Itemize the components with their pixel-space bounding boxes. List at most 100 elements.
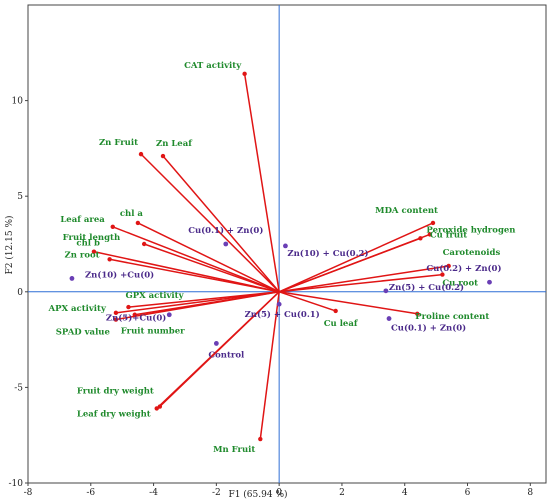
variable-label: Zn Leaf xyxy=(156,139,193,149)
variable-label: Cu leaf xyxy=(324,319,359,329)
variable-vector-tip xyxy=(141,241,147,247)
variable-label: CAT activity xyxy=(184,61,242,71)
variable-vector-tip xyxy=(110,224,115,229)
variable-label: Zn root xyxy=(65,250,100,260)
observation-label: Cu(0.1) + Zn(0) xyxy=(188,225,263,236)
variable-vector-tip xyxy=(91,249,97,254)
variable-vector xyxy=(137,222,280,293)
y-tick-label: -10 xyxy=(9,479,24,489)
variable-vector xyxy=(279,291,418,315)
observation-point xyxy=(276,301,282,307)
observation-point xyxy=(213,341,219,346)
variable-vector-tip xyxy=(154,406,159,411)
variable-vector-tip xyxy=(113,310,119,316)
variable-vector xyxy=(259,291,280,440)
tick-labels: -8 -6 -4 -2 0 2 4 6 8 -10 -5 0 5 10 xyxy=(9,97,534,498)
variable-label: Cu fruit xyxy=(430,230,467,240)
variable-label: Carotenoids xyxy=(443,248,501,258)
variable-vector-tip xyxy=(138,151,144,157)
variable-vector xyxy=(279,273,443,293)
observation-label: Zn(5)+Cu(0) xyxy=(106,313,166,324)
observation-label: Zn(10) + Cu(0.2) xyxy=(287,248,368,259)
variable-vector-tip xyxy=(242,71,247,77)
observation-point xyxy=(166,312,172,318)
variable-vector xyxy=(243,73,280,292)
variable-vector-tip xyxy=(333,308,338,314)
variable-vector-tip xyxy=(430,220,436,226)
variable-label: Leaf area xyxy=(60,215,105,225)
variable-vectors: CAT activity Zn Fruit Zn Leaf Leaf area chl … xyxy=(47,61,515,455)
variable-vector-tip xyxy=(427,232,433,237)
observation-label: Zn(5) + Cu(0.1) xyxy=(245,309,320,320)
observation-point xyxy=(69,276,75,281)
observation-label: Control xyxy=(208,350,245,360)
observation-points: Cu(0.1) + Zn(0) Zn(10) + Cu(0.2) Zn(10) +C… xyxy=(69,225,501,360)
variable-label: Fruit length xyxy=(63,233,121,243)
x-tick-label: 6 xyxy=(465,488,471,498)
x-tick-label: -8 xyxy=(24,488,33,498)
x-tick-label: 2 xyxy=(339,488,345,498)
variable-label: Proline content xyxy=(415,312,489,322)
x-tick-label: 4 xyxy=(402,488,408,498)
observation-point xyxy=(383,288,389,294)
observation-point xyxy=(487,279,492,285)
y-tick-label: 0 xyxy=(17,288,23,298)
variable-label: Peroxide hydrogen xyxy=(426,225,515,235)
variable-vector-tip xyxy=(258,436,263,442)
zero-axes xyxy=(28,5,546,483)
x-axis-title: F1 (65.94 %) xyxy=(228,489,287,500)
variable-vector xyxy=(93,250,280,293)
variable-label: MDA content xyxy=(375,206,438,216)
variable-vector xyxy=(109,258,280,293)
variable-vector xyxy=(115,291,280,314)
variable-label: chl b xyxy=(76,239,100,249)
variable-vector xyxy=(162,155,280,293)
variable-label: APX activity xyxy=(47,304,106,314)
variable-vector xyxy=(112,226,280,293)
variable-vector-tip xyxy=(418,236,423,241)
variable-vector-tip xyxy=(135,220,141,226)
observation-point xyxy=(283,243,288,249)
x-tick-label: -4 xyxy=(149,488,158,498)
variable-vector xyxy=(134,291,280,316)
variable-label: SPAD value xyxy=(56,328,111,338)
variable-vector xyxy=(140,153,280,293)
variable-vector xyxy=(278,291,336,312)
variable-label: Fruit dry weight xyxy=(77,387,154,397)
observation-point xyxy=(386,316,392,321)
x-tick-label: -2 xyxy=(212,488,221,498)
variable-label: Leaf dry weight xyxy=(77,409,151,419)
variable-vector-tip xyxy=(126,304,131,310)
variable-vector-tip xyxy=(446,263,451,269)
variable-label: Fruit number xyxy=(121,327,185,337)
plot-frame xyxy=(27,4,547,484)
x-tick-label: 0 xyxy=(276,488,282,498)
x-tick-label: -6 xyxy=(86,488,95,498)
observation-label: Cu(0.1) + Zn(0) xyxy=(391,323,466,334)
y-tick-label: -5 xyxy=(14,383,23,393)
variable-label: Cu root xyxy=(442,279,478,289)
variable-vector xyxy=(278,237,421,293)
variable-label: chl a xyxy=(120,209,144,219)
observation-label: Cu(0.2) + Zn(0) xyxy=(426,263,501,274)
variable-label: Mn Fruit xyxy=(213,445,255,455)
variable-vector-tip xyxy=(132,312,137,317)
x-tick-label: 8 xyxy=(527,488,533,498)
y-tick-label: 10 xyxy=(12,97,24,107)
y-tick-label: 5 xyxy=(17,192,23,202)
variable-vector-tip xyxy=(440,272,445,277)
variable-vector-tip xyxy=(415,311,420,316)
variable-vector-tip xyxy=(113,317,119,322)
variable-vector xyxy=(279,265,449,293)
variable-vector xyxy=(143,243,280,293)
variable-vector-tip xyxy=(107,257,112,262)
observation-label: Zn(10) +Cu(0) xyxy=(85,269,154,280)
variable-label: Zn Fruit xyxy=(99,138,138,148)
variable-vector-tip xyxy=(160,153,166,159)
variable-vector xyxy=(278,222,434,293)
observation-label: Zn(5) + Cu(0.2) xyxy=(389,282,464,293)
observation-point xyxy=(223,241,229,247)
variable-label: GPX activity xyxy=(125,291,184,301)
variable-vector xyxy=(156,291,280,409)
